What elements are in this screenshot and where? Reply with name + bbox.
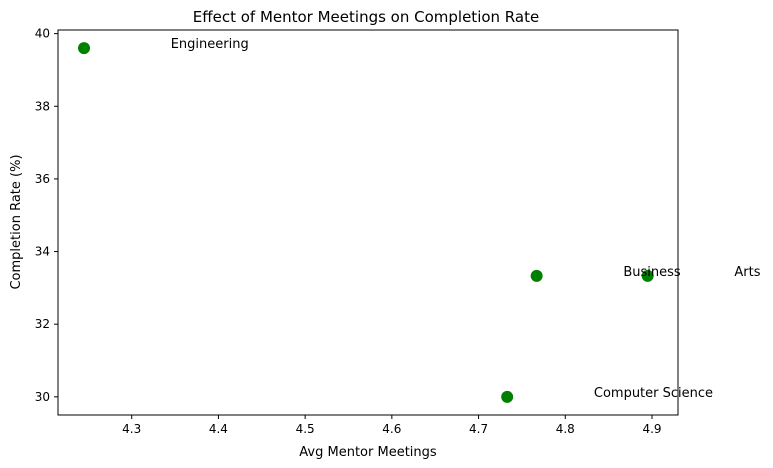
plot-frame [57,29,679,416]
data-point [530,269,543,282]
point-label: Engineering [171,37,249,52]
y-tick-label: 32 [35,317,50,331]
y-axis-label: Completion Rate (%) [9,154,24,289]
data-point [78,42,91,55]
data-points [78,42,654,403]
x-tick-label: 4.9 [642,422,661,436]
x-tick-label: 4.3 [122,422,141,436]
point-labels: Engineering Computer Science Business Arts [171,37,761,401]
data-point [501,390,514,403]
chart-title: Effect of Mentor Meetings on Completion … [193,8,539,26]
axis-ticks: 4.3 4.4 4.5 4.6 4.7 4.8 4.9 30 32 34 36 38 40 [35,27,662,436]
x-tick-label: 4.5 [296,422,315,436]
y-tick-label: 36 [35,172,50,186]
y-tick-label: 38 [35,99,50,113]
point-label: Computer Science [594,386,713,401]
y-tick-label: 30 [35,390,50,404]
y-tick-label: 40 [35,27,50,41]
x-tick-label: 4.8 [556,422,575,436]
x-tick-label: 4.7 [469,422,488,436]
x-axis-label: Avg Mentor Meetings [299,445,437,460]
data-point [641,269,654,282]
x-tick-label: 4.6 [382,422,401,436]
y-tick-label: 34 [35,245,50,259]
point-label: Arts [734,265,760,280]
x-tick-label: 4.4 [209,422,228,436]
point-label: Business [623,265,681,280]
